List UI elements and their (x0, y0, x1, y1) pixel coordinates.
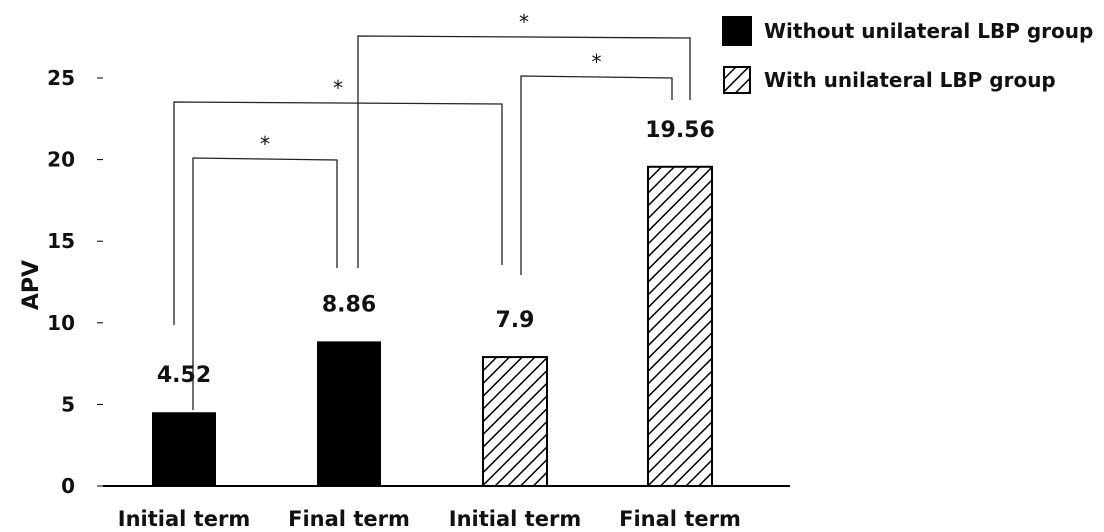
bar-value-label: 7.9 (496, 308, 535, 333)
y-tick-label: 25 (47, 66, 75, 90)
bars-group (152, 165, 713, 488)
bar-value-label: 4.52 (157, 363, 211, 388)
significance-brackets: * * * * (173, 10, 691, 410)
y-tick-label: 20 (47, 148, 75, 172)
bar-value-label: 19.56 (645, 118, 715, 143)
category-label: Final term (619, 507, 741, 531)
legend: Without unilateral LBP group With unilat… (722, 16, 1093, 94)
bar-value-label: 8.86 (322, 292, 376, 317)
y-tick-label: 0 (61, 474, 75, 498)
y-tick-label: 5 (61, 392, 75, 416)
category-labels-group: Initial term Final term Initial term Final … (118, 507, 741, 531)
significance-bracket (357, 35, 691, 268)
y-tick-label: 15 (47, 229, 75, 253)
legend-label-without: Without unilateral LBP group (764, 19, 1093, 43)
category-label: Initial term (118, 507, 250, 531)
bar-3 (482, 356, 548, 487)
significance-bracket (520, 75, 673, 275)
significance-star: * (260, 132, 270, 156)
category-label: Final term (288, 507, 410, 531)
significance-star: * (519, 10, 529, 34)
y-axis-ticks: 0 5 10 15 20 25 (47, 66, 103, 498)
legend-label-with: With unilateral LBP group (764, 68, 1056, 92)
significance-star: * (592, 50, 602, 74)
bar-4 (647, 165, 713, 488)
legend-swatch-solid (722, 16, 752, 46)
category-label: Initial term (449, 507, 581, 531)
y-axis-label: APV (19, 260, 44, 310)
bar-2 (317, 341, 381, 486)
significance-bracket (192, 157, 338, 410)
value-labels-group: 4.52 8.86 7.9 19.56 (157, 118, 715, 388)
significance-star: * (333, 76, 343, 100)
significance-bracket (173, 101, 503, 325)
y-tick-label: 10 (47, 311, 75, 335)
bar-1 (152, 412, 216, 486)
legend-swatch-hatched (723, 66, 751, 94)
